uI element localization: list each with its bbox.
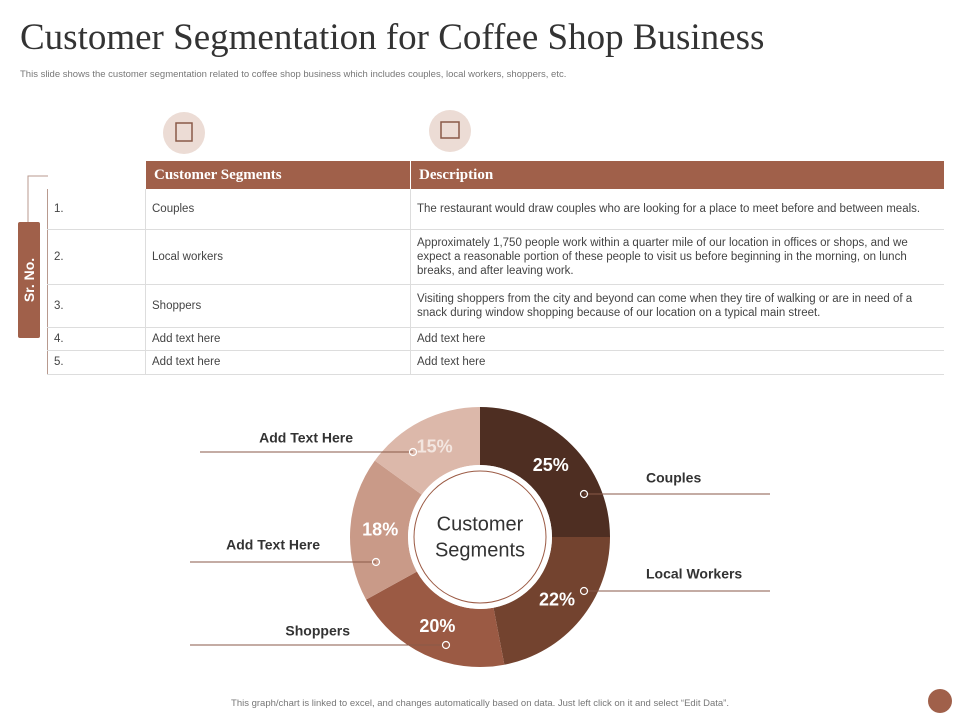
table-row: 5. Add text here Add text here bbox=[47, 350, 944, 375]
icon-circle bbox=[163, 112, 205, 154]
table-row: 1. Couples The restaurant would draw coupl… bbox=[47, 189, 944, 230]
table-cell: Couples bbox=[145, 189, 411, 230]
sr-tab: Sr. No. bbox=[18, 222, 40, 338]
table-cell: Shoppers bbox=[145, 284, 411, 328]
table-cell: Add text here bbox=[410, 350, 944, 375]
table-cell: Visiting shoppers from the city and beyo… bbox=[410, 284, 944, 328]
table-row: 4. Add text here Add text here bbox=[47, 327, 944, 351]
table-cell: Local workers bbox=[145, 229, 411, 285]
table-cell: Add text here bbox=[145, 327, 411, 351]
table-cell: 1. bbox=[47, 189, 146, 230]
table-cell: Add text here bbox=[410, 327, 944, 351]
table-cell: 4. bbox=[47, 327, 146, 351]
header-cell: Customer Segments bbox=[145, 161, 411, 189]
table-cell: The restaurant would draw couples who ar… bbox=[410, 189, 944, 230]
sr-label: Sr. No. bbox=[21, 257, 37, 303]
table-row: 3. Shoppers Visiting shoppers from the cit… bbox=[47, 284, 944, 328]
table-cell: 5. bbox=[47, 350, 146, 375]
table-cell: 3. bbox=[47, 284, 146, 328]
icon-circle bbox=[429, 110, 471, 152]
table-row: 2. Local workers Approximately 1,750 peopl… bbox=[47, 229, 944, 285]
icon bbox=[440, 121, 460, 139]
subtitle: This slide shows the customer segmentati… bbox=[20, 69, 567, 80]
footer: This graph/chart is linked to excel, and… bbox=[231, 698, 729, 709]
icon bbox=[175, 122, 193, 142]
header-cell: Description bbox=[410, 161, 944, 189]
table-cell: Add text here bbox=[145, 350, 411, 375]
header-cell bbox=[47, 161, 146, 189]
table-cell: 2. bbox=[47, 229, 146, 285]
table-cell: Approximately 1,750 people work within a… bbox=[410, 229, 944, 285]
corner-dot bbox=[928, 689, 952, 713]
title: Customer Segmentation for Coffee Shop Bu… bbox=[20, 17, 765, 58]
table: Customer Segments Description 1. Couples T… bbox=[47, 161, 944, 375]
header-row: Customer Segments Description bbox=[47, 161, 944, 189]
